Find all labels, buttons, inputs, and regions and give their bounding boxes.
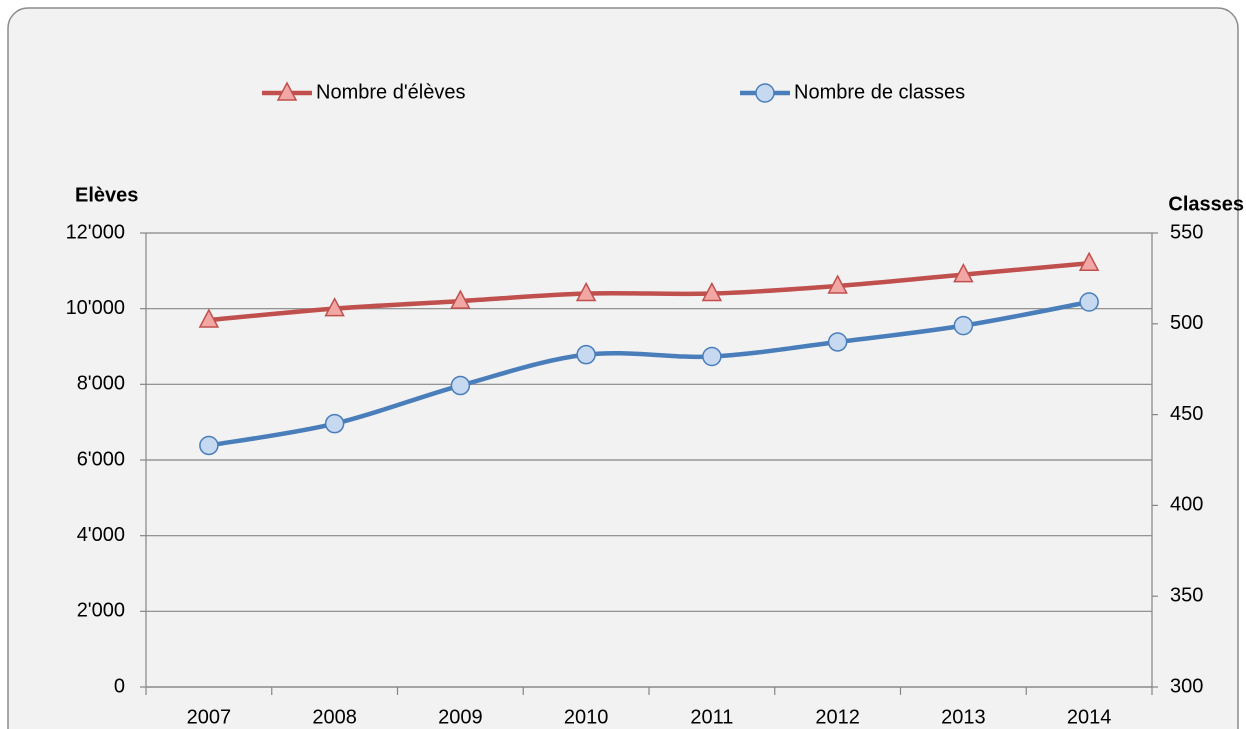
data-point [827, 274, 848, 294]
data-point [1079, 292, 1099, 312]
y2-tick-label: 300 [1170, 675, 1203, 697]
y2-tick-label: 350 [1170, 584, 1203, 606]
legend-marker [276, 81, 298, 101]
x-tick-label: 2013 [941, 706, 986, 728]
data-point [575, 281, 597, 302]
data-point [702, 346, 722, 367]
y-tick-label: 8'000 [77, 373, 125, 395]
data-point [450, 375, 471, 396]
y-tick-label: 12'000 [66, 221, 125, 243]
y-tick-label: 2'000 [77, 600, 125, 622]
data-point [1078, 251, 1100, 272]
legend-label: Nombre de classes [794, 81, 965, 103]
x-tick-label: 2014 [1067, 706, 1112, 728]
y2-tick-label: 550 [1170, 221, 1203, 243]
x-tick-label: 2011 [690, 706, 733, 728]
y-tick-label: 0 [114, 675, 125, 697]
y-axis-title: Elèves [75, 184, 138, 206]
data-point [953, 263, 974, 283]
data-point [199, 435, 219, 456]
y-tick-label: 6'000 [77, 448, 125, 470]
data-point [324, 297, 345, 317]
x-tick-label: 2008 [312, 706, 357, 728]
chart-background [7, 7, 1239, 729]
y2-tick-label: 450 [1170, 403, 1203, 425]
y2-tick-label: 400 [1170, 494, 1203, 516]
data-point [576, 344, 596, 365]
data-point [953, 315, 974, 336]
y2-axis-title: Classes [1168, 193, 1244, 215]
legend-label: Nombre d'élèves [316, 81, 465, 103]
legend-marker [755, 83, 775, 103]
y-tick-label: 10'000 [66, 297, 125, 319]
series-line [208, 261, 1090, 323]
x-tick-label: 2009 [438, 706, 483, 728]
data-point [450, 289, 471, 309]
x-tick-label: 2010 [564, 706, 609, 728]
data-point [701, 281, 723, 302]
data-point [827, 332, 848, 352]
data-point [324, 413, 345, 434]
series-line [208, 299, 1090, 448]
y2-tick-label: 500 [1170, 312, 1203, 334]
x-tick-label: 2007 [187, 706, 232, 728]
data-point [198, 308, 220, 328]
x-tick-label: 2012 [815, 706, 860, 728]
y-tick-label: 4'000 [77, 524, 125, 546]
